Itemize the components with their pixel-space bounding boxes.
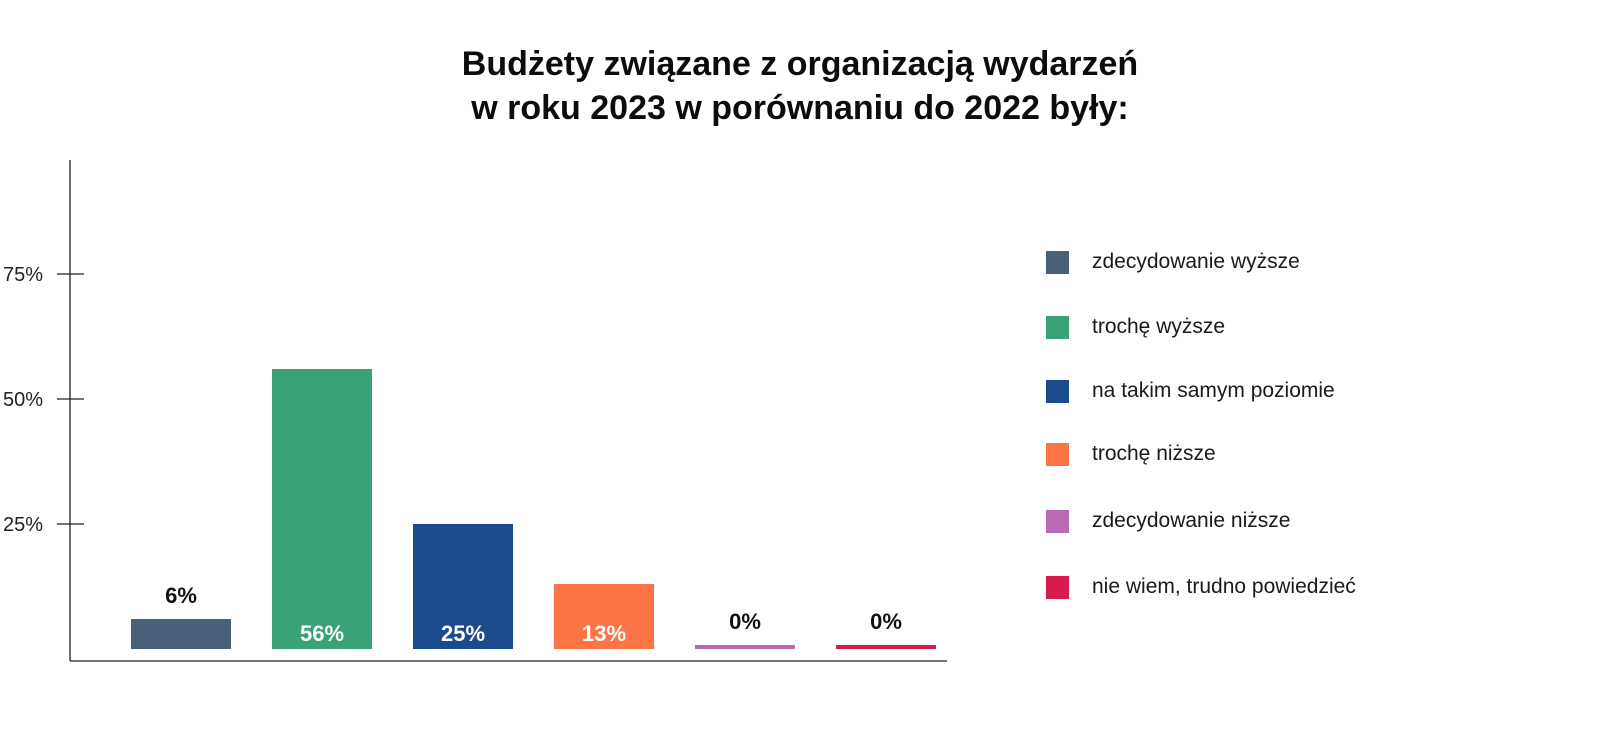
legend-swatch — [1046, 575, 1069, 599]
y-tick-label: 50% — [3, 389, 43, 411]
legend-swatch — [1046, 509, 1069, 533]
bar-value-label: 56% — [300, 621, 344, 646]
bar — [554, 584, 654, 649]
legend-swatch — [1046, 442, 1069, 466]
chart-title-line-2: w roku 2023 w porównaniu do 2022 były: — [471, 89, 1129, 127]
chart-title: Budżety związane z organizacją wydarzeń … — [0, 42, 1600, 130]
legend-label: zdecydowanie wyższe — [1092, 250, 1300, 273]
legend-item: zdecydowanie wyższe — [1046, 250, 1566, 274]
legend-label: trochę wyższe — [1092, 315, 1226, 338]
legend-item: trochę niższe — [1046, 442, 1566, 466]
legend-label: na takim samym poziomie — [1092, 379, 1335, 402]
legend-swatch — [1046, 379, 1069, 403]
bar — [413, 524, 513, 649]
legend-item: zdecydowanie niższe — [1046, 509, 1566, 533]
legend-label: zdecydowanie niższe — [1092, 509, 1291, 532]
bar-value-label: 25% — [441, 621, 485, 646]
legend-item: na takim samym poziomie — [1046, 379, 1566, 403]
bar — [272, 369, 372, 649]
chart-title-line-1: Budżety związane z organizacją wydarzeń — [461, 45, 1139, 83]
legend-item: nie wiem, trudno powiedzieć — [1046, 575, 1566, 599]
legend-label: trochę niższe — [1092, 442, 1216, 465]
bar — [695, 645, 795, 649]
legend-swatch — [1046, 315, 1069, 339]
legend-label: nie wiem, trudno powiedzieć — [1092, 575, 1356, 598]
bar-value-label: 0% — [870, 609, 902, 634]
bar-value-label: 0% — [729, 609, 761, 634]
bar — [131, 619, 231, 649]
y-tick-label: 25% — [3, 514, 43, 536]
legend-swatch — [1046, 250, 1069, 274]
bar-value-label: 13% — [582, 621, 626, 646]
y-tick-label: 75% — [3, 264, 43, 286]
legend-item: trochę wyższe — [1046, 315, 1566, 339]
bar — [836, 645, 936, 649]
bar-value-label: 6% — [165, 583, 197, 608]
